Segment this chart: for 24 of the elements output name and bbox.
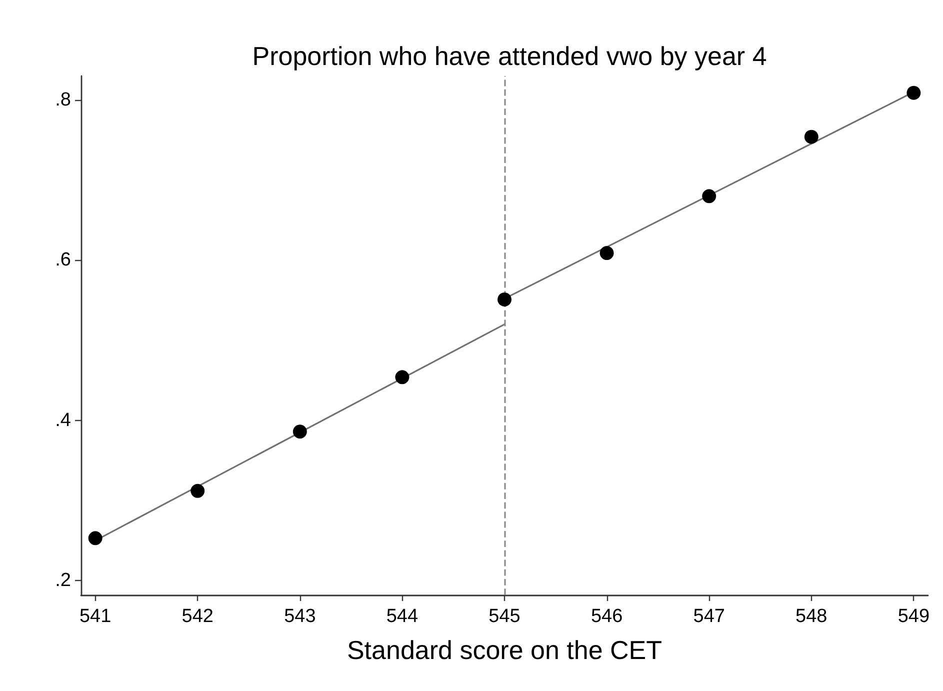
y-tick-label: .2 bbox=[55, 570, 71, 592]
x-tick-label: 546 bbox=[590, 606, 623, 627]
point bbox=[190, 484, 205, 498]
x-tick-label: 543 bbox=[284, 606, 316, 627]
x-tick-label: 547 bbox=[693, 606, 725, 627]
chart-title: Proportion who have attended vwo by year 4 bbox=[252, 41, 767, 71]
x-tick-label: 544 bbox=[386, 606, 418, 627]
point bbox=[88, 531, 102, 546]
x-tick-label: 548 bbox=[796, 606, 828, 627]
y-tick-label: .6 bbox=[55, 250, 71, 271]
y-tick-label: .4 bbox=[55, 410, 72, 431]
point bbox=[804, 130, 818, 144]
x-tick-label: 545 bbox=[488, 606, 520, 627]
point bbox=[498, 292, 512, 306]
y-tick-label: .8 bbox=[55, 90, 71, 111]
x-tick-label: 549 bbox=[898, 606, 930, 627]
x-tick-label: 542 bbox=[182, 606, 214, 627]
point bbox=[292, 424, 307, 439]
point bbox=[600, 246, 614, 260]
point bbox=[395, 370, 410, 384]
x-axis-title: Standard score on the CET bbox=[346, 635, 662, 665]
x-tick-label: 541 bbox=[79, 606, 112, 627]
point bbox=[906, 86, 921, 100]
point bbox=[702, 189, 716, 204]
